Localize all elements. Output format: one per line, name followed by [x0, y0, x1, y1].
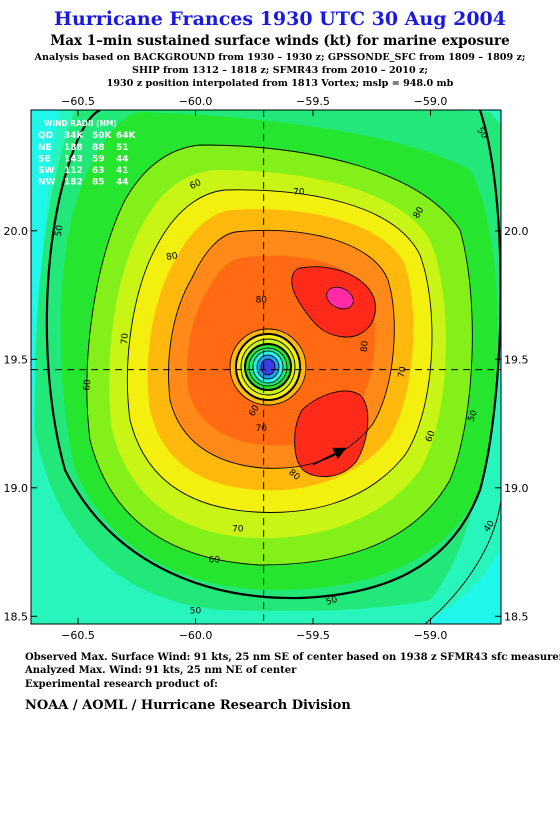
- radii-cell: NE: [38, 143, 52, 153]
- y-tick-label-left: 19.0: [4, 482, 29, 495]
- radii-cell: 63: [92, 166, 105, 176]
- contour-label: 60: [188, 178, 203, 192]
- radii-column-header: QD: [38, 131, 53, 141]
- chart-subtitle: Max 1–min sustained surface winds (kt) f…: [50, 33, 510, 49]
- analysis-line-2: SHIP from 1312 – 1818 z; SFMR43 from 201…: [132, 65, 428, 76]
- radii-cell: 182: [64, 178, 83, 188]
- radii-cell: SW: [38, 166, 54, 176]
- y-tick-label-left: 19.5: [4, 353, 29, 366]
- chart-title: Hurricane Frances 1930 UTC 30 Aug 2004: [54, 8, 506, 30]
- contour-line-80: [168, 229, 395, 469]
- x-tick-label-bottom: −59.5: [296, 629, 330, 642]
- y-tick-label-right: 20.0: [504, 225, 529, 238]
- radii-column-header: 64K: [116, 131, 137, 141]
- radii-cell: 85: [92, 178, 105, 188]
- x-tick-label-top: −60.0: [179, 95, 213, 108]
- radii-cell: SE: [38, 155, 51, 165]
- wind-radii-table: WIND RADII (NM) QD 34K 50K 64K NE 188 88 51 SE 143…: [38, 119, 137, 188]
- y-tick-label-left: 20.0: [4, 225, 29, 238]
- contour-line-90-south: [294, 390, 369, 478]
- contour-line-70: [126, 189, 433, 513]
- radii-cell: 41: [116, 166, 129, 176]
- x-tick-label-top: −59.0: [414, 95, 448, 108]
- axes: −60.5 −60.5 −60.0 −60.0 −59.5 −59.5 −59.0 −59.0…: [4, 95, 529, 642]
- radii-cell: 88: [92, 143, 105, 153]
- y-tick-label-right: 18.5: [504, 610, 529, 623]
- contour-label: 70: [120, 332, 131, 345]
- y-tick-label-right: 19.0: [504, 482, 529, 495]
- radii-cell: 51: [116, 143, 129, 153]
- x-tick-label-top: −60.5: [61, 95, 95, 108]
- contour-line-40: [424, 499, 501, 624]
- contour-line-50-east: [299, 110, 501, 600]
- analyzed-max-wind: Analyzed Max. Wind: 91 kts, 25 nm NE of …: [25, 665, 297, 676]
- center-crosshair: [31, 110, 501, 624]
- contour-label: 70: [256, 424, 268, 434]
- plot-frame: [30, 109, 502, 625]
- contour-label: 80: [166, 251, 179, 263]
- analysis-line-1: Analysis based on BACKGROUND from 1930 –…: [34, 52, 526, 63]
- x-tick-label-bottom: −60.5: [61, 629, 95, 642]
- observed-max-wind: Observed Max. Surface Wind: 91 kts, 25 n…: [25, 652, 560, 663]
- contour-line-50-west: [45, 110, 301, 600]
- radii-cell: 143: [64, 155, 83, 165]
- contour-field: 4050505050506060606070707070808080808070…: [31, 110, 501, 624]
- contour-label: 60: [209, 555, 221, 565]
- contour-label: 70: [397, 365, 409, 378]
- analysis-line-3: 1930 z position interpolated from 1813 V…: [106, 78, 454, 89]
- band-95-max-wind: [326, 286, 354, 310]
- contour-label: 60: [424, 429, 437, 443]
- y-tick-label-left: 18.5: [4, 610, 29, 623]
- radii-cell: 188: [64, 143, 83, 153]
- contour-labels: 4050505050506060606070707070808080808070…: [54, 126, 497, 617]
- eye-ring-20: [260, 358, 276, 376]
- contour-line-60: [86, 144, 473, 566]
- radii-cell: 44: [116, 178, 129, 188]
- contour-line-90-north: [291, 266, 376, 338]
- radii-cell: NW: [38, 178, 56, 188]
- radii-column-header: 34K: [64, 131, 85, 141]
- contour-label: 50: [467, 409, 480, 423]
- radii-cell: 112: [64, 166, 83, 176]
- radii-column-header: 50K: [92, 131, 113, 141]
- experimental-note: Experimental research product of:: [25, 679, 218, 690]
- contour-label: 50: [54, 224, 66, 237]
- radii-cell: 59: [92, 155, 105, 165]
- x-tick-label-bottom: −59.0: [414, 629, 448, 642]
- contour-label: 50: [325, 595, 339, 608]
- radii-cell: 44: [116, 155, 129, 165]
- contour-label: 70: [232, 524, 244, 534]
- contour-label: 80: [360, 340, 371, 353]
- radii-table-header: WIND RADII (NM): [44, 119, 117, 128]
- max-wind-arrow: [312, 447, 347, 466]
- contour-label: 60: [82, 379, 93, 392]
- y-tick-label-right: 19.5: [504, 353, 529, 366]
- organization: NOAA / AOML / Hurricane Research Divisio…: [25, 698, 351, 713]
- band-90-south: [294, 390, 368, 477]
- contour-label: 80: [256, 296, 268, 306]
- contour-label: 50: [190, 607, 202, 617]
- x-tick-label-bottom: −60.0: [179, 629, 213, 642]
- contour-label: 70: [293, 188, 305, 198]
- x-tick-label-top: −59.5: [296, 95, 330, 108]
